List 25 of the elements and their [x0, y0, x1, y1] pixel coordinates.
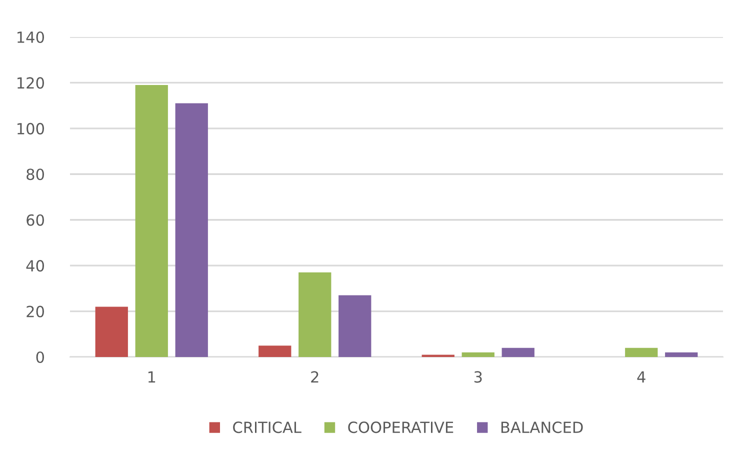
bar: [298, 272, 332, 357]
bar: [502, 348, 534, 357]
bar: [462, 352, 494, 357]
y-tick-label: 0: [36, 351, 44, 364]
bar: [135, 85, 168, 357]
legend-label: COOPERATIVE: [348, 422, 454, 434]
bar: [665, 352, 698, 357]
x-tick-label: 2: [311, 371, 318, 382]
x-tick-label: 3: [474, 371, 482, 383]
y-tick-label: 120: [18, 77, 44, 89]
bar: [625, 348, 658, 357]
legend-label: BALANCED: [501, 422, 583, 434]
y-tick-label: 80: [26, 168, 44, 180]
bar: [95, 306, 128, 357]
y-tick-label: 100: [18, 122, 44, 134]
bar: [258, 346, 292, 357]
bar: [175, 103, 208, 357]
y-tick-label: 60: [26, 214, 44, 226]
y-tick-label: 140: [18, 31, 44, 44]
y-tick-label: 20: [26, 306, 44, 318]
bar: [338, 295, 372, 357]
x-tick-label: 1: [148, 371, 156, 382]
legend-label: CRITICAL: [233, 422, 302, 434]
x-tick-label: 4: [637, 371, 646, 382]
y-tick-label: 40: [26, 260, 44, 272]
